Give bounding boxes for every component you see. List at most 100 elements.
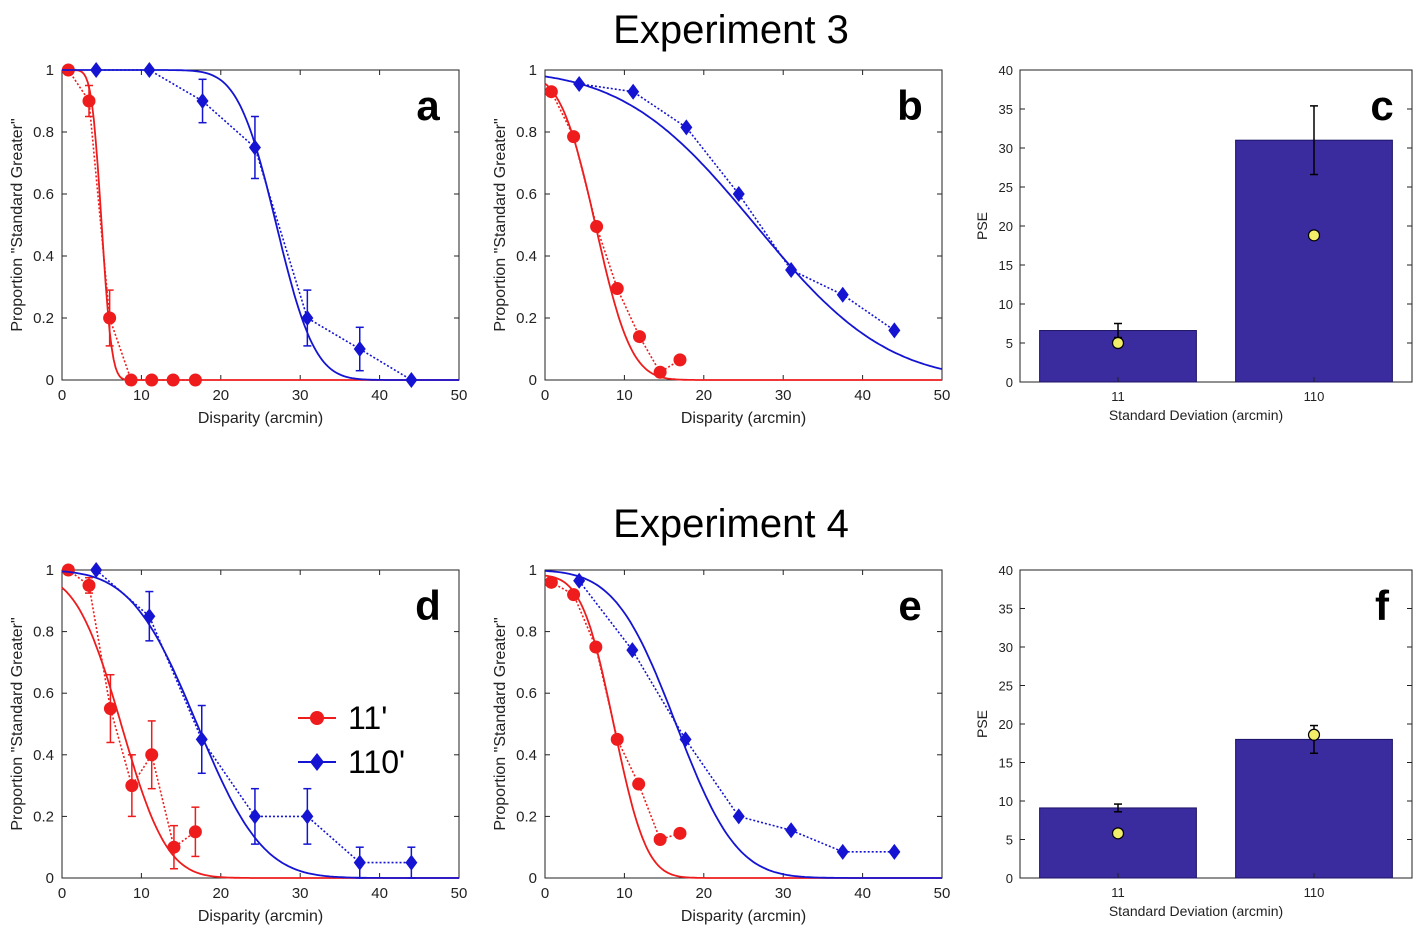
x-tick-label: 40	[854, 885, 871, 902]
data-point	[567, 130, 581, 144]
data-point	[836, 286, 849, 303]
legend-label: 110'	[348, 744, 405, 780]
y-tick-label: 0.6	[33, 685, 54, 702]
chart-a: 0 10 20 30 40 50 0 0.2 0.4 0.6 0.8 1 Disparity (arcm…	[9, 62, 467, 427]
bar	[1039, 807, 1197, 879]
y-tick-label: 35	[999, 602, 1013, 617]
y-tick-label: 20	[999, 717, 1013, 732]
y-tick-label: 0	[1006, 871, 1013, 886]
chart-b: 0 10 20 30 40 50 0 0.2 0.4 0.6 0.8 1 Disparity (arcm…	[492, 62, 950, 427]
y-tick-label: 0.4	[516, 747, 537, 764]
data-point	[405, 372, 418, 388]
y-tick-label: 5	[1006, 336, 1013, 351]
fit-curve-1	[544, 75, 943, 370]
y-tick-label: 30	[999, 141, 1013, 156]
bar	[1235, 738, 1393, 879]
data-point	[188, 373, 202, 387]
x-tick-label: 30	[292, 387, 309, 404]
y-tick-label: 0	[529, 372, 537, 389]
x-tick-label: 0	[541, 387, 549, 404]
x-tick-label: 20	[212, 387, 229, 404]
data-point	[573, 572, 586, 589]
fit-curve-0	[544, 82, 942, 381]
x-tick-label: 50	[451, 885, 468, 902]
data-point	[567, 588, 581, 602]
data-point	[353, 341, 366, 357]
data-point	[679, 731, 692, 748]
x-tick-label: 40	[371, 885, 388, 902]
y-tick-label: 0.8	[33, 624, 54, 641]
plot-frame	[61, 69, 460, 381]
y-tick-label: 0	[1006, 375, 1013, 390]
data-point	[90, 562, 103, 578]
panel-letter-f: f	[1375, 582, 1390, 629]
data-point	[632, 777, 646, 791]
data-point	[61, 563, 75, 577]
data-point	[143, 62, 156, 78]
fit-curve-0	[61, 587, 459, 879]
y-tick-label: 35	[999, 102, 1013, 117]
data-point	[405, 854, 418, 871]
panel-letter-e: e	[898, 582, 921, 629]
data-point	[195, 731, 208, 748]
data-point	[103, 311, 117, 325]
data-point	[82, 578, 96, 592]
data-point	[680, 119, 693, 136]
experiment-3-title: Experiment 3	[613, 8, 849, 52]
x-tick-label: 30	[775, 387, 792, 404]
x-tick-label: 110	[1304, 389, 1325, 404]
data-point	[166, 373, 180, 387]
fit-curve-0	[62, 69, 459, 381]
fit-curve-1	[62, 69, 459, 381]
panel-letter-b: b	[897, 82, 923, 129]
x-tick-label: 20	[695, 387, 712, 404]
x-tick-label: 11	[1111, 885, 1125, 900]
plot-frame	[544, 569, 943, 879]
data-point	[82, 94, 96, 108]
chart-d: 0 10 20 30 40 50 0 0.2 0.4 0.6 0.8 1 Disparity (arcm…	[9, 562, 467, 925]
x-tick-label: 0	[58, 387, 66, 404]
data-line-0	[551, 581, 681, 841]
data-point	[653, 833, 667, 846]
y-tick-label: 0	[46, 870, 54, 887]
y-tick-label: 0	[46, 372, 54, 389]
x-tick-label: 40	[371, 387, 388, 404]
data-point	[143, 608, 156, 625]
data-point	[626, 642, 639, 659]
x-axis-label: Disparity (arcmin)	[681, 410, 806, 427]
data-point	[125, 779, 139, 793]
y-tick-label: 0	[529, 870, 537, 887]
data-point	[732, 808, 745, 825]
data-point	[248, 808, 261, 825]
x-tick-label: 0	[541, 885, 549, 902]
data-point	[632, 330, 646, 344]
data-point	[103, 702, 117, 716]
x-tick-label: 50	[934, 885, 951, 902]
y-axis-label: Proportion "Standard Greater"	[9, 118, 26, 331]
data-point	[573, 75, 586, 92]
mean-point	[1111, 336, 1125, 350]
x-tick-label: 110	[1304, 885, 1325, 900]
data-point	[544, 85, 558, 99]
data-point	[124, 373, 138, 387]
x-tick-label: 10	[616, 387, 633, 404]
y-tick-label: 0.2	[33, 808, 54, 825]
y-tick-label: 0.4	[516, 248, 537, 265]
data-point	[167, 840, 181, 854]
fit-curve-1	[61, 570, 459, 879]
y-tick-label: 40	[999, 563, 1013, 578]
mean-point	[1307, 728, 1321, 741]
y-tick-label: 0.6	[33, 186, 54, 203]
x-axis-label: Disparity (arcmin)	[681, 908, 806, 925]
data-point	[301, 808, 314, 825]
data-point	[627, 83, 640, 100]
y-tick-label: 25	[999, 180, 1013, 195]
x-tick-label: 10	[133, 885, 150, 902]
y-axis-label: Proportion "Standard Greater"	[492, 118, 509, 331]
data-point	[590, 220, 604, 234]
data-point	[610, 282, 624, 296]
data-point	[610, 732, 624, 746]
x-tick-label: 10	[616, 885, 633, 902]
fit-curve-0	[544, 574, 942, 879]
